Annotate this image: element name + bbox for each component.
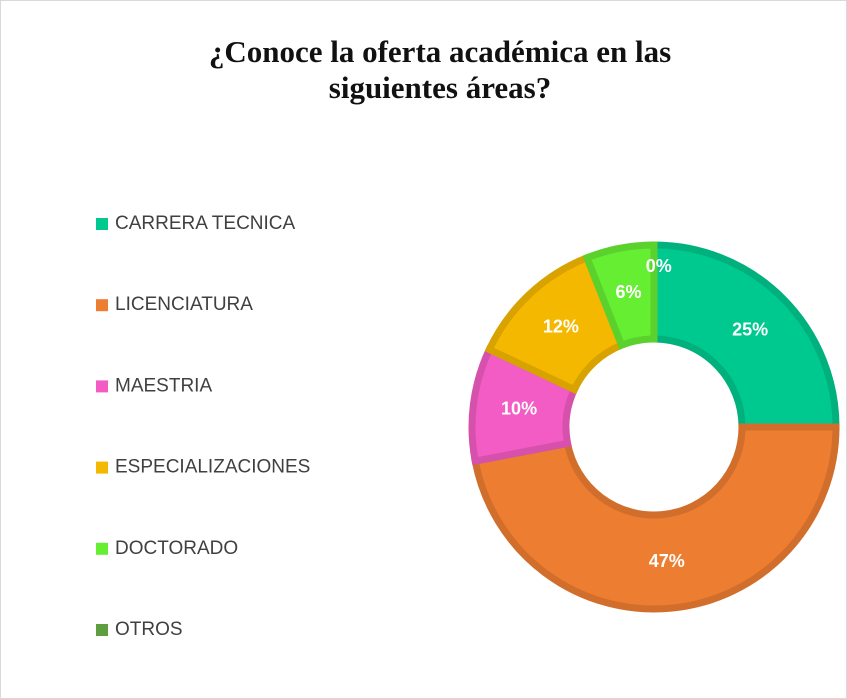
donut-segment (582, 241, 658, 350)
legend-label: OTROS (115, 619, 183, 640)
donut-segment (650, 241, 840, 431)
legend-label: DOCTORADO (115, 538, 238, 559)
data-label: 47% (649, 551, 685, 571)
data-label: 12% (543, 317, 579, 337)
data-label: 10% (501, 399, 537, 419)
legend-swatch (96, 299, 108, 312)
data-label: 0% (646, 256, 672, 276)
data-label: 25% (732, 320, 768, 340)
data-label: 6% (616, 282, 642, 302)
legend-swatch (96, 218, 108, 230)
chart-title: ¿Conoce la oferta académica en las sigui… (208, 34, 672, 105)
legend-swatch (96, 624, 108, 636)
legend-label: CARRERA TECNICA (115, 213, 296, 234)
legend-label: ESPECIALIZACIONES (115, 457, 310, 478)
legend-label: MAESTRIA (115, 375, 212, 396)
legend-swatch (96, 461, 108, 474)
legend-swatch (96, 380, 108, 393)
legend-label: LICENCIATURA (115, 294, 253, 315)
legend-swatch (96, 542, 108, 555)
donut-segment (471, 423, 840, 613)
